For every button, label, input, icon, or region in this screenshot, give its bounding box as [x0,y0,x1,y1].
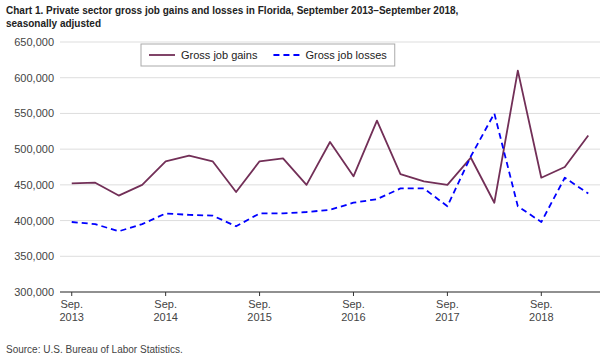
legend-label: Gross job losses [305,49,387,61]
y-axis: 300,000 350,000 400,000 450,000 500,000 550,0… [14,36,600,298]
x-tick-label: Sep.2014 [153,298,177,323]
legend-swatch [273,54,299,56]
text-line: 2018 [529,311,553,323]
y-tick-label: 400,000 [14,215,54,227]
grid-line [60,220,600,221]
y-tick-label: 500,000 [14,143,54,155]
y-tick-label: 300,000 [14,286,54,298]
x-axis-line [60,292,600,293]
text-line: Sep. [530,298,553,310]
grid-line [60,256,600,257]
source: Source: U.S. Bureau of Labor Statistics. [6,344,183,355]
grid-line [60,292,600,293]
legend-label: Gross job gains [181,49,258,61]
plot-area [72,71,589,232]
grid-line [60,113,600,114]
background [0,0,613,359]
text-line: Sep. [248,298,271,310]
title: Chart 1. Private sector gross job gains … [6,5,459,29]
grid-line [60,42,600,43]
x-tick [541,292,542,296]
legend-box [141,44,395,66]
series-line [72,113,589,231]
text-line: Sep. [436,298,459,310]
y-tick-label: 450,000 [14,179,54,191]
x-axis: Sep.2013Sep.2014Sep.2015Sep.2016Sep.2017… [59,292,553,323]
x-tick-label: Sep.2013 [59,298,83,323]
text-line: 2016 [341,311,365,323]
x-tick-label: Sep.2017 [435,298,459,323]
y-tick-label: 600,000 [14,72,54,84]
text-line: Sep. [342,298,365,310]
text-line: 2014 [153,311,177,323]
x-tick [165,292,166,296]
series-line [72,71,589,203]
text-line: 2013 [59,311,83,323]
grid-line [60,149,600,150]
x-tick-label: Sep.2018 [529,298,553,323]
x-tick [353,292,354,296]
chart: Chart 1. Private sector gross job gains … [0,0,613,359]
legend: Gross job gains Gross job losses [141,44,395,66]
x-tick-label: Sep.2016 [341,298,365,323]
y-tick-label: 650,000 [14,36,54,48]
x-tick [447,292,448,296]
text-line: seasonally adjusted [6,18,101,29]
x-tick [71,292,72,296]
y-tick-label: 350,000 [14,250,54,262]
text-line: 2015 [247,311,271,323]
x-tick-label: Sep.2015 [247,298,271,323]
text-line: 2017 [435,311,459,323]
y-tick-label: 550,000 [14,107,54,119]
legend-swatch [149,54,175,56]
text-line: Sep. [60,298,83,310]
text-line: Sep. [154,298,177,310]
text-line: Chart 1. Private sector gross job gains … [6,5,459,16]
x-tick [259,292,260,296]
